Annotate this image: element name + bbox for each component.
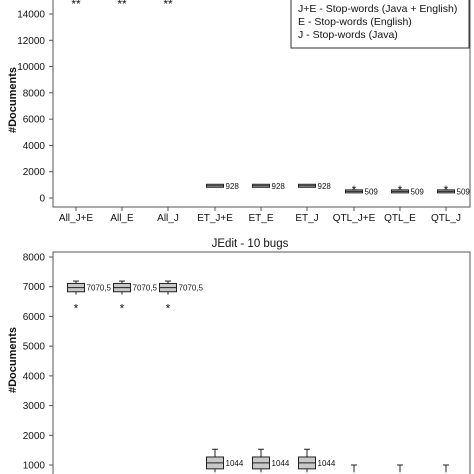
legend: J+E - Stop-words (Java + English) E - St…	[290, 0, 470, 49]
box-value-label: 928	[272, 182, 286, 191]
legend-box	[290, 0, 470, 49]
y-axis-label-bottom: #Documents	[7, 327, 19, 393]
box-value-label: 509	[365, 187, 379, 196]
outlier-marker: *	[120, 302, 125, 316]
legend-item: J - Stop-words (Java)	[298, 29, 398, 41]
x-tick-label: ET_J+E	[197, 213, 233, 224]
box-value-label: 509	[411, 187, 425, 196]
box-value-label: 928	[226, 182, 240, 191]
x-tick-label: ET_J	[295, 213, 318, 224]
y-axis-label-top: #Documents	[7, 67, 19, 133]
y-tick-label: 6000	[23, 312, 46, 323]
plot-marks-top: ** ** ** 928 928 928 509 * 509 * 509 *	[71, 0, 470, 197]
x-tick-label: All_E	[110, 213, 134, 224]
x-tick-label: QTL_E	[384, 213, 416, 224]
outlier-marker: *	[74, 302, 79, 316]
x-axis-top: All_J+E All_E All_J ET_J+E ET_E ET_J QTL_J+E QT…	[59, 207, 461, 224]
y-tick-label: 8000	[23, 253, 46, 264]
y-tick-label: 10000	[17, 62, 45, 73]
y-tick-label: 2000	[23, 431, 46, 442]
plot-marks-bottom: 7070,5 * 7070,5 * 7070,5 * 1044 1044 1044	[67, 280, 449, 473]
panel-bottom: JEdit - 10 bugs 1000 2000 3000 4000 5000 6000…	[7, 238, 471, 474]
y-axis-bottom: 1000 2000 3000 4000 5000 6000 7000 8000	[23, 253, 53, 472]
x-tick-label: All_J+E	[59, 213, 94, 224]
x-tick-label: ET_E	[248, 213, 273, 224]
y-tick-label: 0	[39, 194, 45, 205]
box-value-label: 509	[457, 187, 471, 196]
panel-top: 0 2000 4000 6000 8000 10000 12000 14000 All_J+E…	[7, 0, 471, 224]
outlier-marker: **	[163, 0, 173, 11]
y-tick-label: 3000	[23, 401, 46, 412]
box-value-label: 1044	[318, 459, 336, 468]
outlier-marker: **	[117, 0, 127, 11]
y-tick-label: 5000	[23, 342, 46, 353]
y-tick-label: 6000	[23, 115, 46, 126]
box-value-label: 7070,5	[179, 284, 204, 293]
legend-item: E - Stop-words (English)	[298, 16, 412, 28]
outlier-marker: *	[352, 183, 357, 197]
y-tick-label: 8000	[23, 88, 46, 99]
outlier-marker: *	[444, 183, 449, 197]
box-value-label: 1044	[272, 459, 290, 468]
legend-item: J+E - Stop-words (Java + English)	[298, 3, 457, 15]
y-tick-label: 4000	[23, 141, 46, 152]
outlier-marker: *	[166, 302, 171, 316]
x-tick-label: All_J	[157, 213, 179, 224]
box-value-label: 928	[318, 182, 332, 191]
outlier-marker: *	[398, 183, 403, 197]
x-tick-label: QTL_J	[431, 213, 461, 224]
x-tick-label: QTL_J+E	[333, 213, 376, 224]
outlier-marker: **	[71, 0, 81, 11]
y-axis-top: 0 2000 4000 6000 8000 10000 12000 14000	[17, 10, 53, 205]
plot-frame-bottom	[52, 251, 471, 474]
y-tick-label: 12000	[17, 36, 45, 47]
y-tick-label: 1000	[23, 461, 46, 472]
box-value-label: 1044	[226, 459, 244, 468]
y-tick-label: 4000	[23, 371, 46, 382]
box-value-label: 7070,5	[87, 284, 112, 293]
y-tick-label: 2000	[23, 167, 46, 178]
y-tick-label: 7000	[23, 282, 46, 293]
box-value-label: 7070,5	[133, 284, 158, 293]
y-tick-label: 14000	[17, 10, 45, 21]
chart-title-bottom: JEdit - 10 bugs	[212, 238, 289, 250]
